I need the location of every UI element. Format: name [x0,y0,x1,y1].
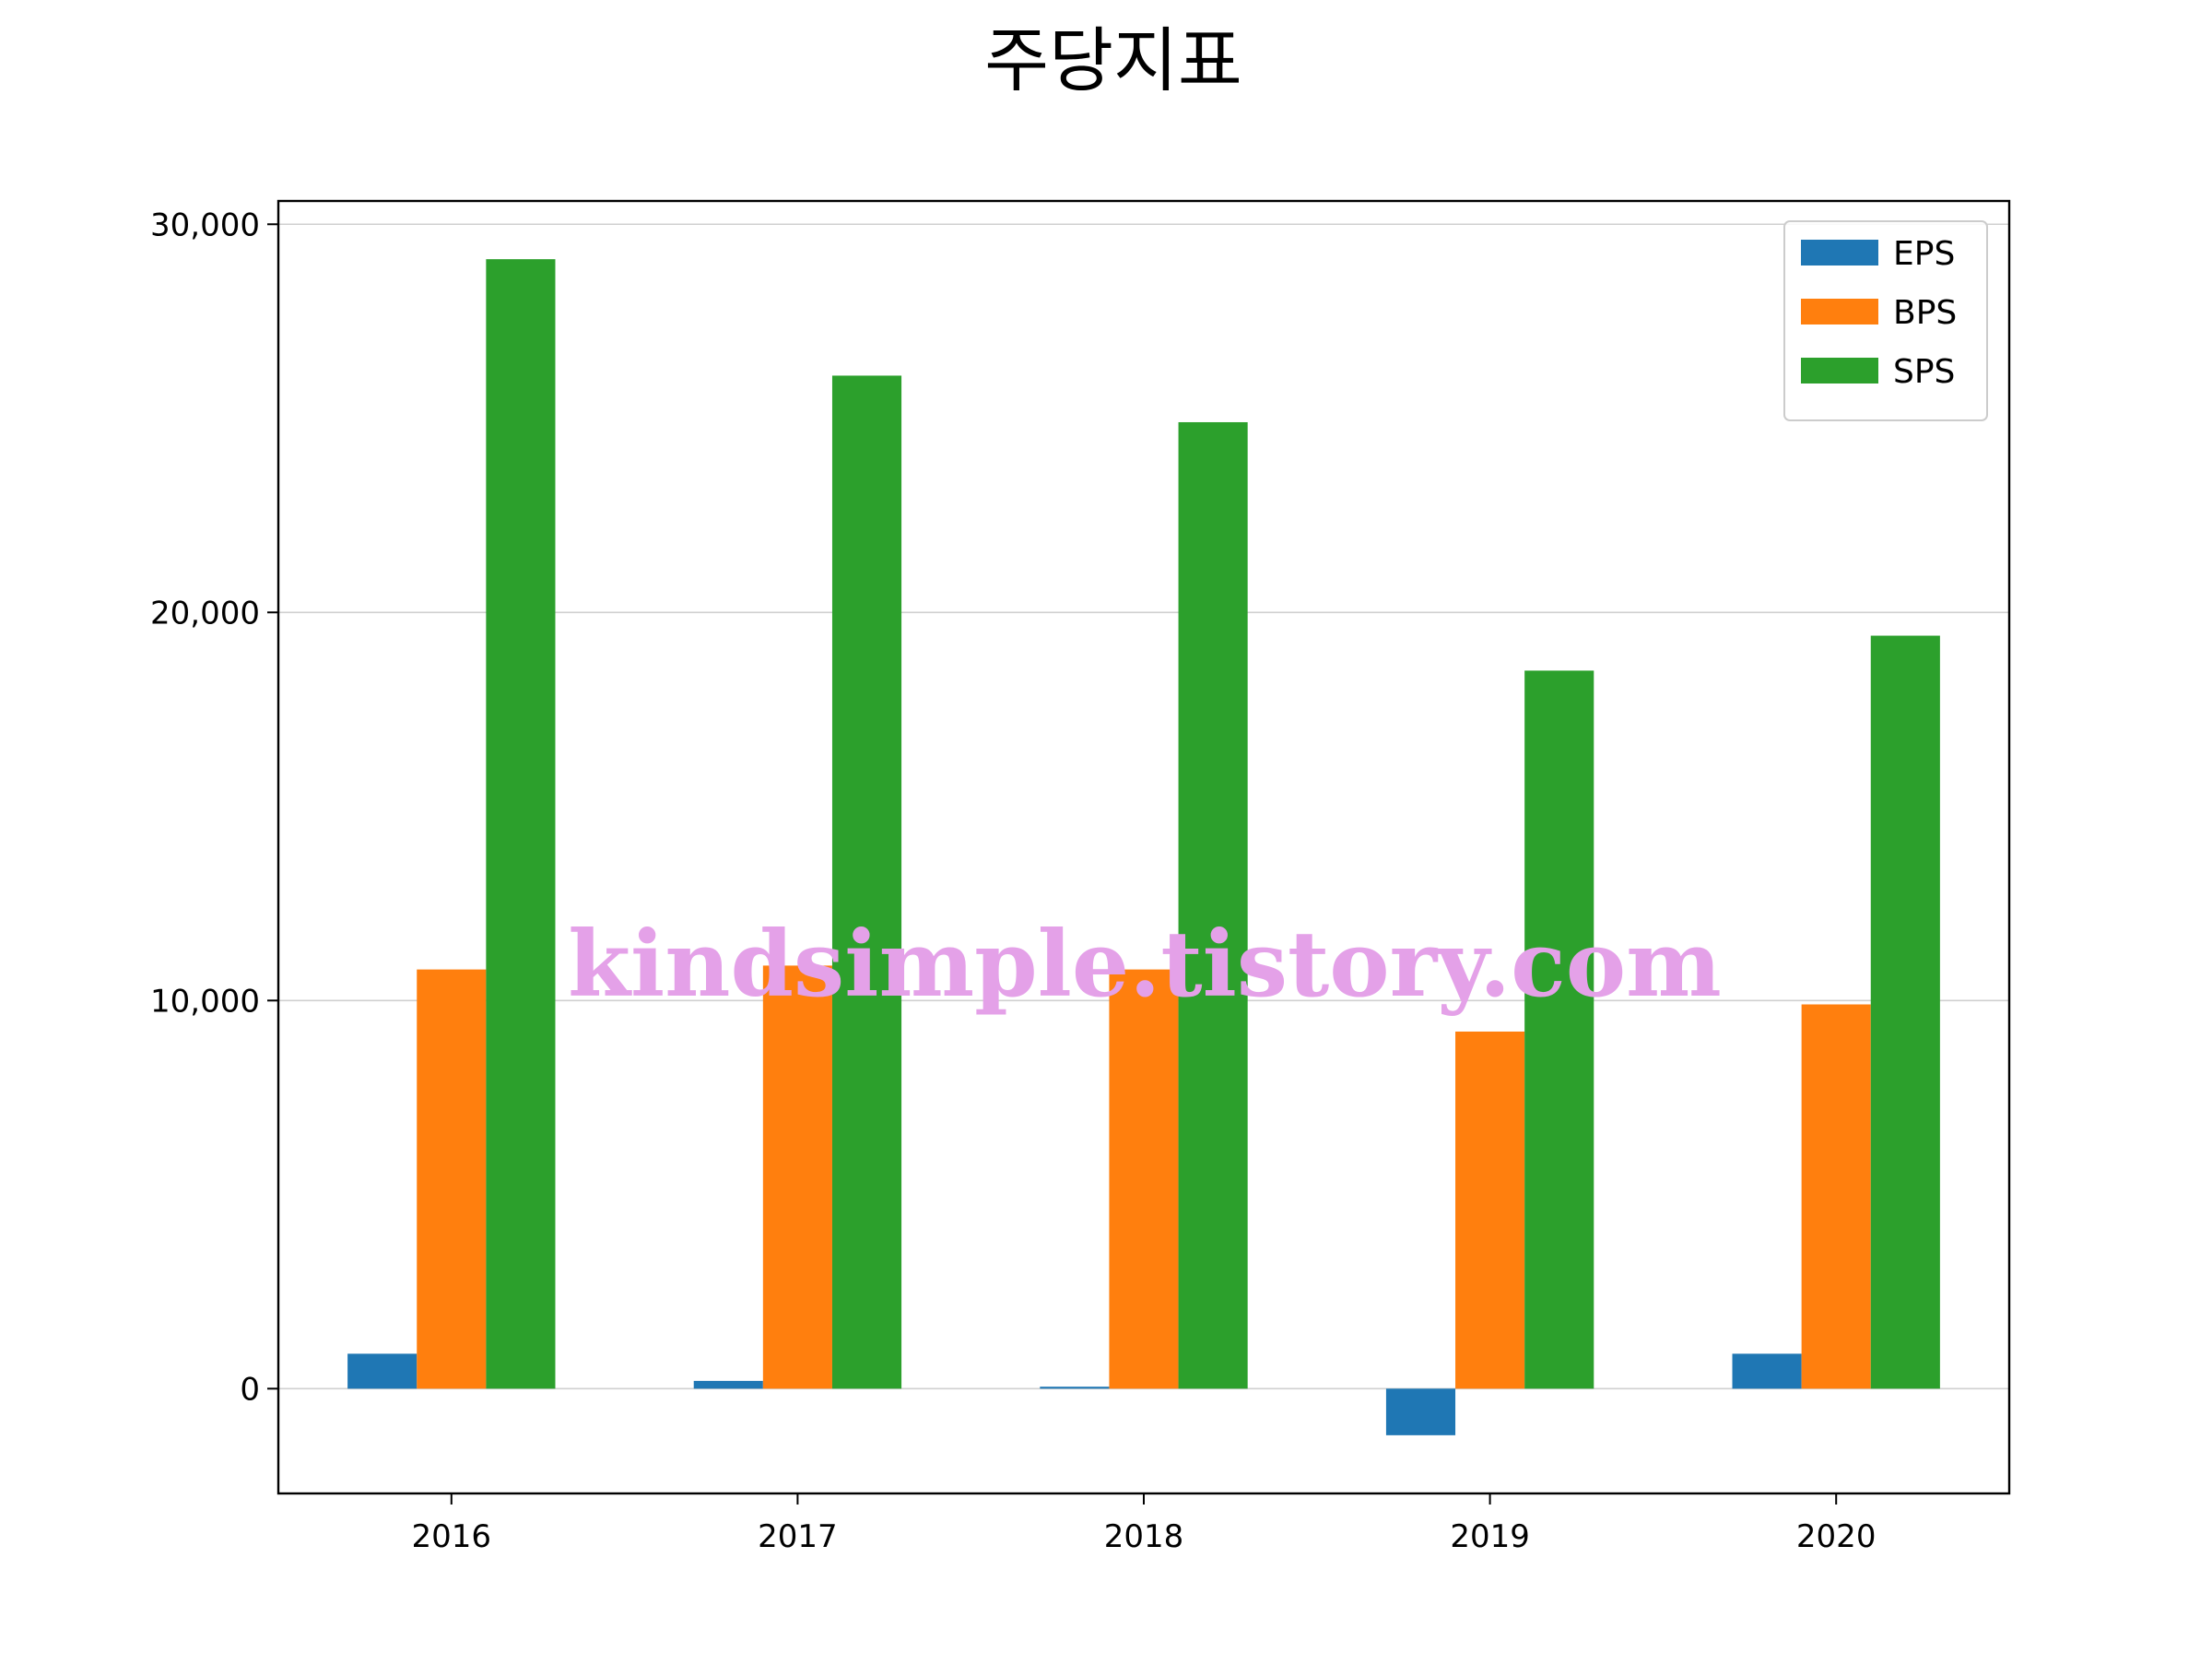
legend: EPS BPS SPS [1783,220,1988,421]
legend-label-bps: BPS [1893,294,1957,332]
bar-bps-2020 [1801,1004,1871,1389]
legend-label-sps: SPS [1893,353,1955,391]
x-tick-label: 2019 [1450,1518,1530,1555]
bar-bps-2018 [1109,969,1179,1389]
bar-sps-2019 [1524,670,1594,1389]
bar-sps-2020 [1870,635,1940,1389]
chart-title: 주당지표 [984,19,1242,101]
watermark: kindsimple.tistory.com [568,912,1722,1018]
bars-layer [347,259,1940,1435]
x-tick-label: 2018 [1104,1518,1184,1555]
bar-sps-2018 [1178,421,1248,1389]
bar-eps-2016 [347,1353,418,1389]
legend-label-eps: EPS [1893,235,1955,273]
x-tick-label: 2016 [412,1518,492,1555]
bar-bps-2017 [762,965,832,1389]
axis-layer: 0 10,000 20,000 30,000 2016 2017 2018 2019 2020 [150,207,1876,1555]
x-tick-label: 2020 [1796,1518,1877,1555]
y-tick-label: 10,000 [150,983,260,1020]
y-tick-label: 30,000 [150,207,260,243]
x-tick-label: 2017 [758,1518,838,1555]
y-tick-label: 20,000 [150,595,260,631]
bar-eps-2017 [693,1380,763,1389]
bar-eps-2019 [1385,1388,1456,1435]
bar-bps-2019 [1455,1031,1525,1389]
bar-eps-2018 [1040,1387,1110,1389]
bar-sps-2017 [831,375,902,1389]
bar-eps-2020 [1732,1353,1802,1389]
legend-swatch-eps [1801,240,1878,266]
legend-swatch-bps [1801,299,1878,325]
bar-bps-2016 [417,969,487,1389]
bar-sps-2016 [486,259,556,1389]
y-tick-label: 0 [240,1371,260,1408]
legend-swatch-sps [1801,358,1878,384]
